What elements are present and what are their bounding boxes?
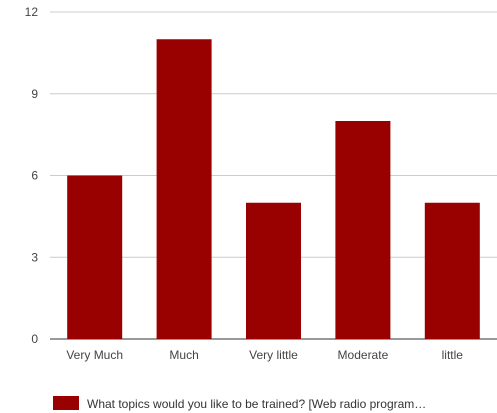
y-tick-label: 6 bbox=[31, 169, 38, 183]
x-category-label: Much bbox=[169, 348, 198, 362]
bar[interactable] bbox=[67, 175, 123, 340]
bars bbox=[67, 39, 480, 339]
x-axis-category-labels: Very Much Much Very little Moderate little bbox=[66, 348, 463, 362]
bar[interactable] bbox=[335, 121, 391, 339]
y-tick-label: 12 bbox=[25, 5, 39, 19]
y-tick-label: 3 bbox=[31, 250, 38, 264]
bar[interactable] bbox=[424, 202, 480, 339]
y-tick-label: 9 bbox=[31, 87, 38, 101]
bar[interactable] bbox=[246, 202, 301, 339]
bar[interactable] bbox=[156, 39, 212, 339]
legend-swatch bbox=[53, 396, 79, 410]
legend-label: What topics would you like to be trained… bbox=[87, 397, 426, 411]
x-category-label: little bbox=[442, 348, 464, 362]
y-axis-tick-labels: 0 3 6 9 12 bbox=[25, 5, 39, 346]
x-category-label: Very little bbox=[249, 348, 298, 362]
gridlines bbox=[50, 11, 497, 340]
x-category-label: Moderate bbox=[338, 348, 389, 362]
x-category-label: Very Much bbox=[66, 348, 123, 362]
y-tick-label: 0 bbox=[31, 332, 38, 346]
legend[interactable]: What topics would you like to be trained… bbox=[53, 396, 426, 411]
